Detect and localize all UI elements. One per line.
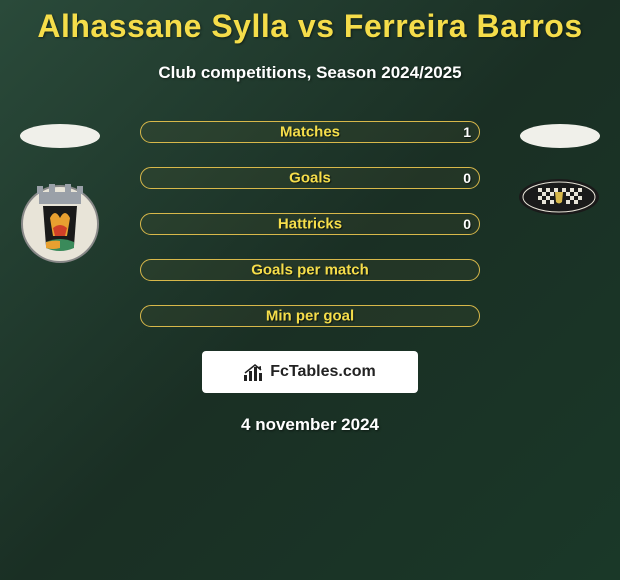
- stat-value-right: 0: [463, 216, 471, 232]
- player-marker-left: [20, 124, 100, 148]
- stat-label: Hattricks: [278, 216, 342, 233]
- stat-label: Min per goal: [266, 308, 354, 325]
- comparison-subtitle: Club competitions, Season 2024/2025: [0, 63, 620, 83]
- stat-row-min-per-goal: Min per goal: [140, 305, 480, 327]
- branding-text: FcTables.com: [270, 363, 376, 381]
- stat-label: Goals per match: [251, 262, 369, 279]
- stat-label: Goals: [289, 170, 331, 187]
- stat-value-right: 0: [463, 170, 471, 186]
- stats-list: Matches 1 Goals 0 Hattricks 0 Goals per …: [140, 121, 480, 327]
- branding-badge[interactable]: FcTables.com: [202, 351, 418, 393]
- stat-row-goals-per-match: Goals per match: [140, 259, 480, 281]
- stat-row-goals: Goals 0: [140, 167, 480, 189]
- comparison-title: Alhassane Sylla vs Ferreira Barros: [0, 0, 620, 45]
- club-badge-left: [19, 178, 101, 264]
- chart-icon: [244, 363, 264, 381]
- snapshot-date: 4 november 2024: [0, 415, 620, 435]
- player-marker-right: [520, 124, 600, 148]
- club-badge-right: [518, 178, 600, 216]
- stat-row-hattricks: Hattricks 0: [140, 213, 480, 235]
- stat-row-matches: Matches 1: [140, 121, 480, 143]
- stat-value-right: 1: [463, 124, 471, 140]
- stat-label: Matches: [280, 124, 340, 141]
